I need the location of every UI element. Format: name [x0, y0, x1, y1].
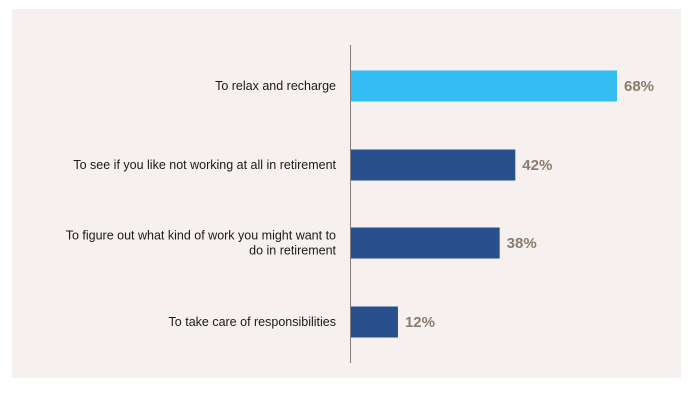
value-label-1: 68% — [624, 78, 654, 95]
value-labels-group: 68% 42% 38% 12% — [405, 78, 654, 331]
value-label-2: 42% — [522, 157, 552, 174]
bar-4 — [351, 306, 398, 338]
category-labels-group: To relax and recharge To see if you like … — [66, 79, 337, 329]
bar-3 — [351, 227, 500, 259]
category-label-4: To take care of responsibilities — [169, 315, 336, 329]
category-label-2: To see if you like not working at all in… — [73, 158, 336, 172]
value-label-3: 38% — [507, 235, 537, 252]
category-label-1: To relax and recharge — [215, 79, 336, 93]
bar-1 — [351, 70, 617, 102]
category-label-3-line-2: do in retirement — [249, 244, 336, 258]
value-label-4: 12% — [405, 314, 435, 331]
category-label-3-line-1: To figure out what kind of work you migh… — [66, 229, 336, 243]
bars-group — [351, 70, 617, 338]
bar-2 — [351, 149, 516, 181]
